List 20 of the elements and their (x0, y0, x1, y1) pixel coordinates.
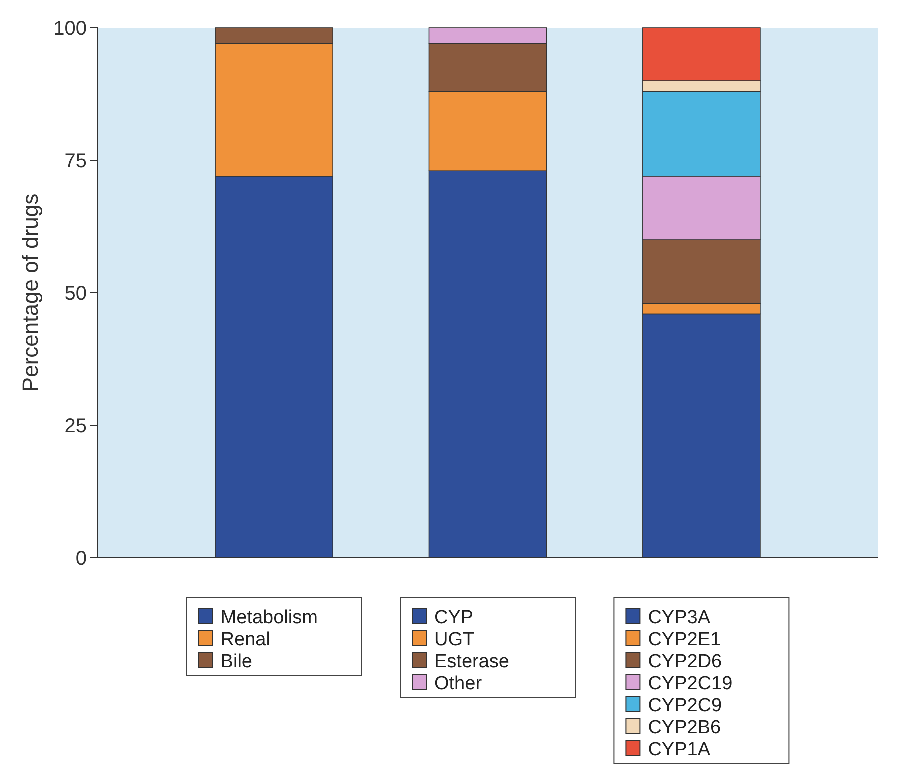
y-tick-label: 0 (76, 548, 87, 570)
legend-label: Renal (220, 630, 270, 651)
y-tick-label: 75 (64, 150, 87, 172)
legend-label: Esterase (434, 652, 510, 673)
y-tick-label: 50 (64, 283, 87, 305)
legend-label: CYP2C19 (648, 674, 733, 695)
legend-label: Other (434, 674, 483, 695)
legend-label: CYP2D6 (648, 652, 722, 673)
legend-label: CYP2B6 (648, 718, 722, 739)
legend-label: UGT (434, 630, 475, 651)
legend-label: CYP1A (648, 740, 711, 761)
legend-label: Bile (220, 652, 252, 673)
legend-label: CYP (434, 608, 474, 629)
legend-label: CYP2E1 (648, 630, 722, 651)
legend-label: CYP3A (648, 608, 711, 629)
legend-label: CYP2C9 (648, 696, 722, 717)
y-axis-title: Percentage of drugs (18, 194, 43, 392)
y-tick-label: 25 (64, 416, 87, 438)
y-tick-label: 100 (54, 18, 87, 40)
legend-label: Metabolism (220, 608, 318, 629)
